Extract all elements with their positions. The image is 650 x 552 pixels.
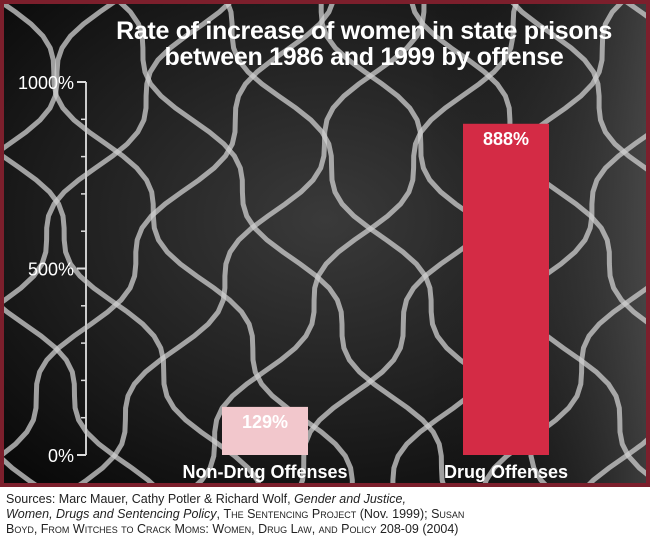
x-category-label: Non-Drug Offenses bbox=[182, 462, 347, 482]
x-axis-labels: Non-Drug Offenses Drug Offenses bbox=[182, 462, 568, 482]
bar-value-label: 888% bbox=[483, 129, 529, 149]
fence-wire bbox=[195, 4, 519, 483]
fence-wire bbox=[4, 4, 116, 151]
chart-frame: 0% 500% 1000% 129% 888% Non-Drug Offenses Dr… bbox=[0, 0, 650, 487]
sources-title-italic: Gender and Justice, bbox=[294, 492, 406, 506]
bars: 129% 888% bbox=[222, 123, 549, 455]
y-tick-label: 1000% bbox=[18, 73, 74, 93]
sources-text: (Nov. 1999); bbox=[356, 507, 432, 521]
fence-wire bbox=[4, 306, 155, 483]
y-tick-label: 0% bbox=[48, 446, 74, 466]
sources-text: , bbox=[216, 507, 224, 521]
y-tick-label: 500% bbox=[28, 260, 74, 280]
fence-wire bbox=[4, 4, 232, 304]
fence-wire bbox=[4, 4, 335, 457]
sources-line-1: Sources: Marc Mauer, Cathy Potler & Rich… bbox=[6, 492, 646, 507]
fence-wire bbox=[390, 133, 646, 483]
chart-title: Rate of increase of women in state priso… bbox=[86, 18, 642, 70]
sources-author: Susan bbox=[431, 507, 465, 521]
fence-wire bbox=[510, 4, 646, 172]
sources-title-italic: Women, Drugs and Sentencing Policy bbox=[6, 507, 217, 521]
sources-book: Boyd, From Witches to Crack Moms: Women,… bbox=[6, 522, 377, 536]
bar-value-label: 129% bbox=[242, 412, 288, 432]
fence-wire bbox=[4, 153, 262, 483]
chart-title-line-1: Rate of increase of women in state priso… bbox=[116, 17, 612, 45]
bar bbox=[222, 406, 308, 455]
sources-citation: Sources: Marc Mauer, Cathy Potler & Rich… bbox=[6, 492, 646, 537]
sources-line-3: Boyd, From Witches to Crack Moms: Women,… bbox=[6, 522, 646, 537]
fence-wire bbox=[118, 4, 446, 483]
sources-text: Sources: Marc Mauer, Cathy Potler & Rich… bbox=[6, 492, 295, 506]
fence-wire bbox=[4, 4, 355, 483]
chart-title-line-2: between 1986 and 1999 by offense bbox=[164, 43, 564, 71]
fence-wire bbox=[482, 285, 646, 483]
sources-text: 208-09 (2004) bbox=[376, 522, 459, 536]
bar-chart: 0% 500% 1000% 129% 888% Non-Drug Offenses Dr… bbox=[4, 4, 646, 483]
fence-wire bbox=[78, 4, 427, 483]
fence-wire bbox=[409, 4, 646, 325]
sources-publisher: The Sentencing Project bbox=[223, 507, 357, 521]
bar bbox=[463, 123, 549, 455]
y-axis: 0% 500% 1000% bbox=[18, 73, 87, 466]
x-category-label: Drug Offenses bbox=[444, 462, 568, 482]
sources-line-2: Women, Drugs and Sentencing Policy, The … bbox=[6, 507, 646, 522]
chart-background: 0% 500% 1000% 129% 888% Non-Drug Offenses Dr… bbox=[4, 4, 646, 483]
